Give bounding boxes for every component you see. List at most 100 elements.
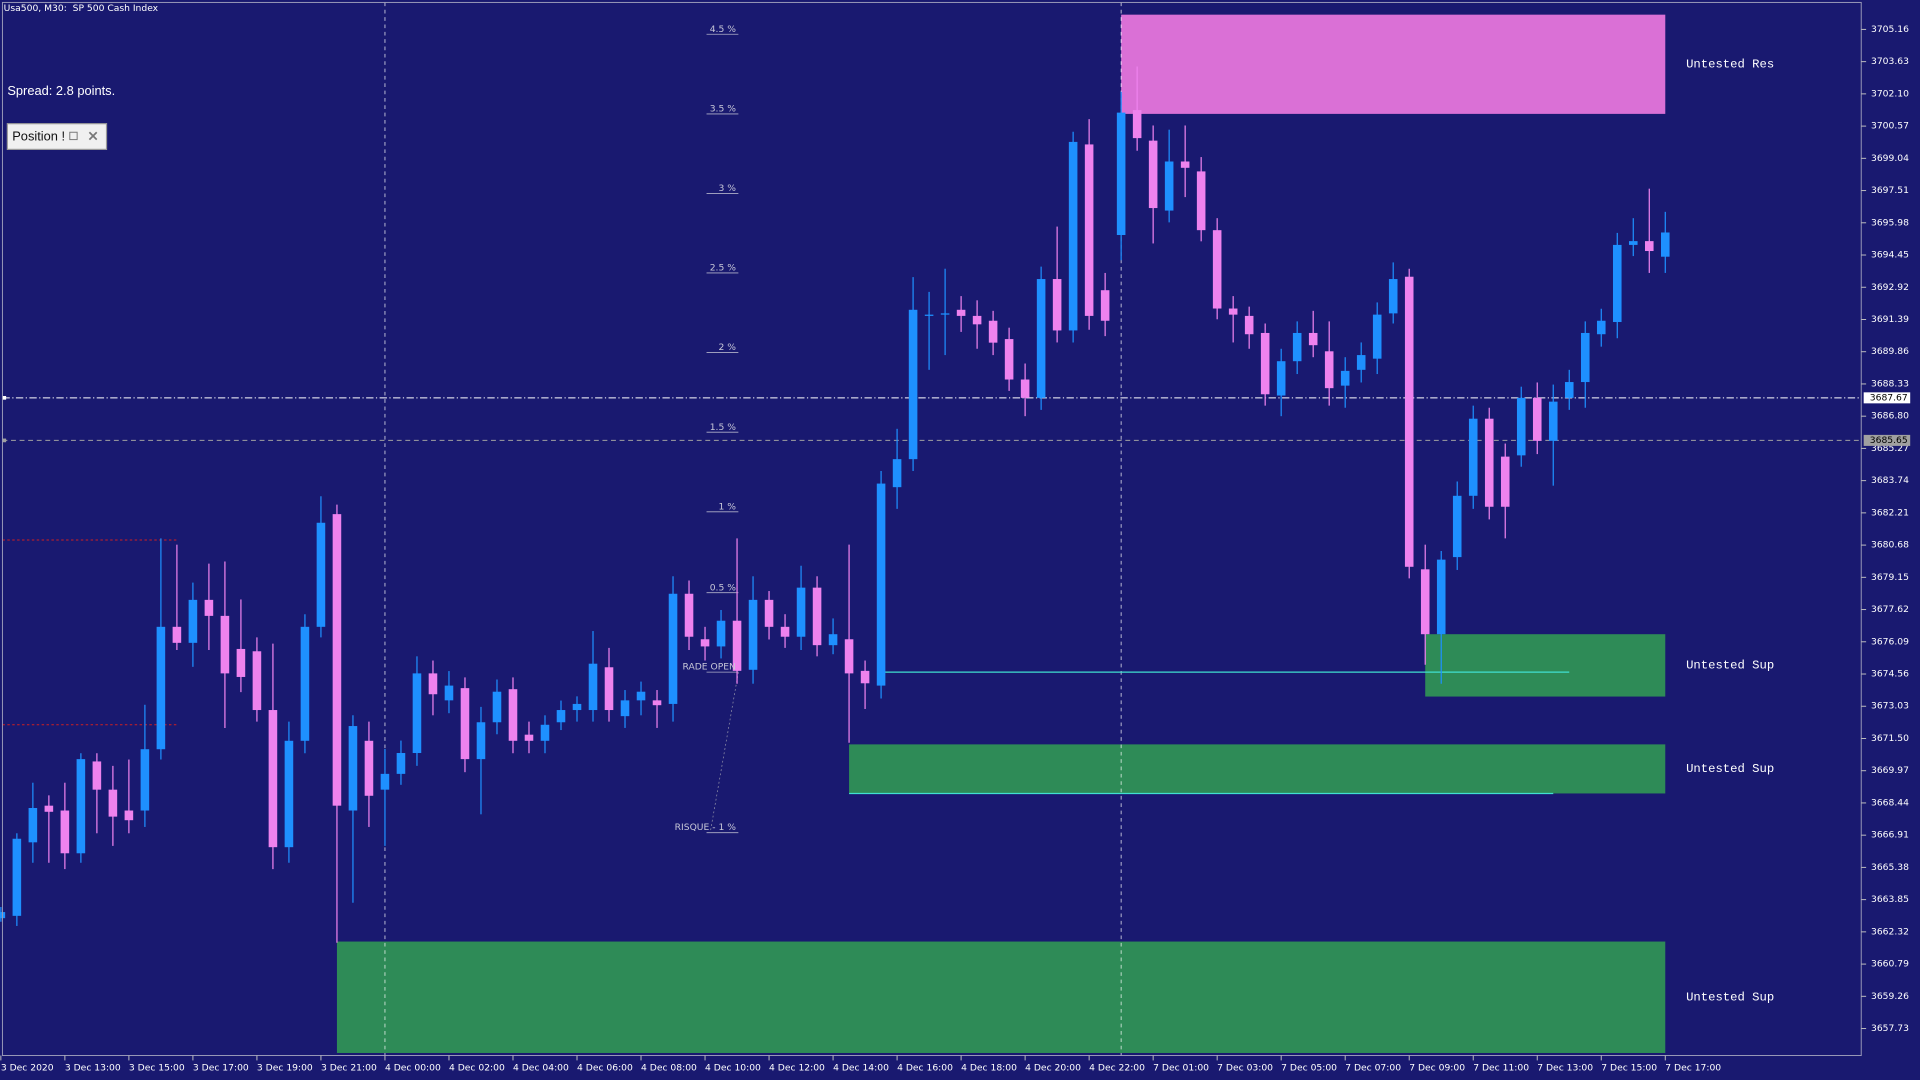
candle-body	[412, 673, 422, 754]
y-tick-label: 3662.32	[1871, 926, 1909, 937]
candle-body	[636, 691, 646, 701]
candle-body	[188, 599, 198, 643]
candle-body	[1596, 320, 1606, 335]
candle-body	[1580, 332, 1590, 383]
candle-body	[572, 703, 582, 711]
y-tick-label: 3688.33	[1871, 378, 1909, 389]
candle-body	[1100, 290, 1110, 321]
candle-body	[252, 651, 262, 711]
y-tick-label: 3657.73	[1871, 1023, 1909, 1034]
price-label-box	[1863, 434, 1911, 446]
candle-body	[1532, 397, 1542, 441]
y-tick-label: 3691.39	[1871, 314, 1909, 325]
zone	[849, 744, 1666, 794]
y-tick-label: 3685.27	[1871, 443, 1909, 454]
zone	[1425, 634, 1666, 697]
candle-body	[1052, 279, 1062, 331]
y-tick-label: 3679.15	[1871, 572, 1909, 583]
level-label: 1.5 %	[710, 422, 737, 433]
x-tick-label: 4 Dec 02:00	[449, 1062, 505, 1073]
restore-icon[interactable]	[69, 131, 78, 141]
candle-body	[764, 599, 774, 627]
zones	[336, 14, 1666, 1053]
x-tick-label: 4 Dec 20:00	[1025, 1062, 1081, 1073]
zone	[336, 941, 1666, 1053]
y-tick-label: 3676.09	[1871, 636, 1909, 647]
x-tick-label: 3 Dec 13:00	[65, 1062, 121, 1073]
candle-body	[748, 599, 758, 670]
button-label: Position !	[12, 129, 65, 144]
candle-body	[972, 315, 982, 325]
axes	[0, 1, 1867, 1061]
y-tick-label: 3665.38	[1871, 862, 1909, 873]
y-tick-label: 3695.98	[1871, 217, 1909, 228]
price-label: 3687.67	[1870, 392, 1908, 403]
candle-body	[1516, 397, 1526, 456]
candle-body	[1196, 171, 1206, 231]
candle-body	[956, 309, 966, 316]
close-icon[interactable]	[88, 131, 98, 141]
candle-body	[1564, 382, 1574, 398]
candle-body	[908, 309, 918, 460]
candle-body	[1068, 141, 1078, 331]
candle-body	[684, 593, 694, 637]
zone-label: Untested Sup	[1686, 659, 1774, 673]
candle-body	[1132, 110, 1142, 139]
candle-body	[780, 626, 790, 637]
level-label: 3.5 %	[710, 103, 737, 114]
x-tick-label: 7 Dec 17:00	[1665, 1062, 1721, 1073]
x-tick-label: 3 Dec 15:00	[129, 1062, 185, 1073]
candle-body	[1484, 418, 1494, 507]
candle-body	[1612, 244, 1622, 323]
candle-body	[604, 667, 614, 711]
x-tick-label: 4 Dec 12:00	[769, 1062, 825, 1073]
candle-body	[60, 810, 70, 854]
price-label: 3685.65	[1870, 435, 1908, 446]
y-tick-label: 3663.85	[1871, 894, 1909, 905]
candle-body	[380, 773, 390, 790]
candle-body	[1644, 241, 1654, 252]
level-label: 0.5 %	[710, 582, 737, 593]
y-tick-label: 3659.26	[1871, 991, 1909, 1002]
x-tick-label: 4 Dec 00:00	[385, 1062, 441, 1073]
level-label: 2.5 %	[710, 263, 737, 274]
x-tick-label: 7 Dec 13:00	[1537, 1062, 1593, 1073]
candle-body	[1180, 161, 1190, 168]
x-tick-label: 7 Dec 09:00	[1409, 1062, 1465, 1073]
candle-body	[396, 753, 406, 774]
zone-label: Untested Res	[1686, 58, 1774, 72]
candle-body	[652, 700, 662, 706]
zone	[1121, 14, 1666, 114]
candle-body	[460, 688, 470, 760]
x-tick-label: 3 Dec 2020	[1, 1062, 54, 1073]
candle-body	[1420, 569, 1430, 635]
candle-body	[1276, 361, 1286, 396]
candle-body	[492, 691, 502, 723]
candle-body	[1468, 418, 1478, 496]
price-line-anchor	[2, 396, 7, 400]
candle-body	[1628, 241, 1638, 245]
candle-body	[220, 615, 230, 674]
candle-body	[364, 740, 374, 796]
lines	[2, 2, 1862, 1056]
candle-body	[156, 626, 166, 750]
position-button[interactable]: Position !	[6, 123, 108, 150]
zone-label: Untested Sup	[1686, 990, 1774, 1004]
candle-body	[716, 620, 726, 647]
risk-connector	[709, 672, 739, 833]
y-tick-label: 3699.04	[1871, 153, 1909, 164]
candle-body	[1340, 370, 1350, 386]
candle-body	[508, 689, 518, 741]
candle-body	[1548, 401, 1558, 441]
candle-body	[988, 320, 998, 343]
candle-body	[860, 670, 870, 684]
candle-body	[1452, 495, 1462, 558]
candle-body	[1372, 314, 1382, 359]
y-tick-label: 3697.51	[1871, 185, 1909, 196]
y-tick-label: 3700.57	[1871, 121, 1909, 132]
x-tick-label: 4 Dec 14:00	[833, 1062, 889, 1073]
spread-info: Spread: 2.8 points.	[7, 83, 115, 98]
candle-body	[316, 522, 326, 627]
candle-body	[1436, 559, 1446, 635]
